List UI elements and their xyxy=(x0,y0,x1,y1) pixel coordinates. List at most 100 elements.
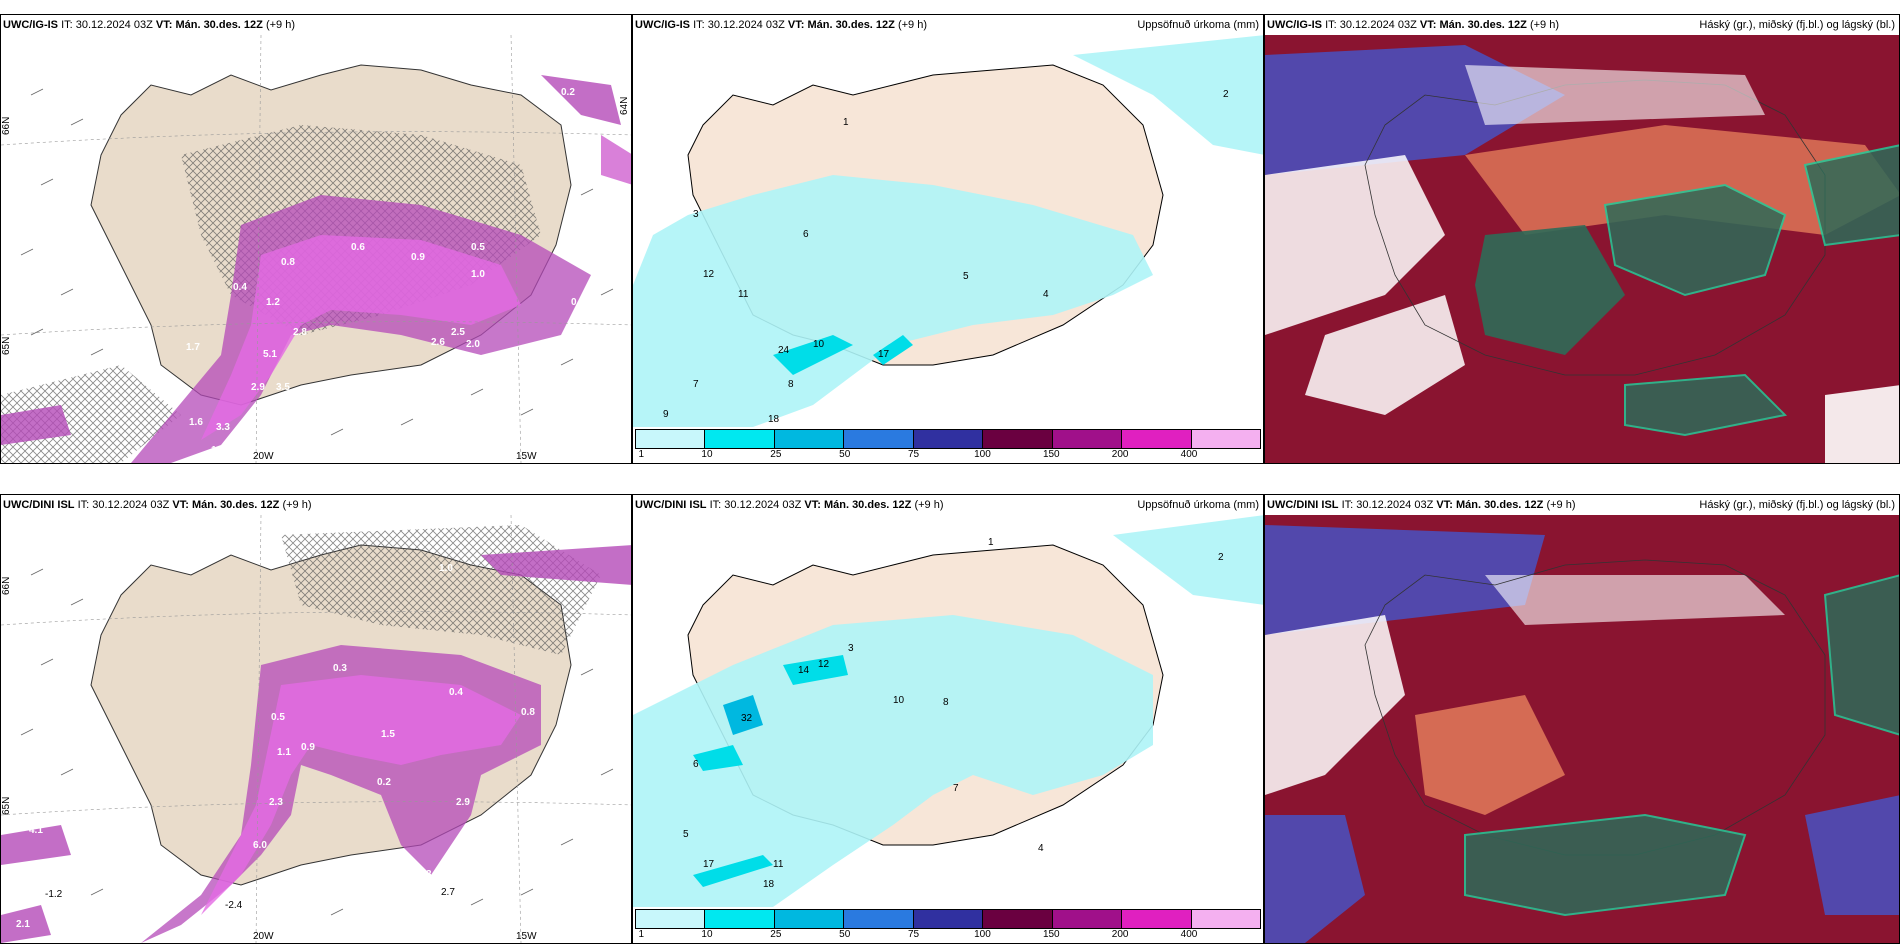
svg-text:1.0: 1.0 xyxy=(439,563,453,574)
panel-subtitle: Háský (gr.), miðský (fj.bl.) og lágský (… xyxy=(1699,19,1895,31)
legend-swatch xyxy=(705,910,775,928)
svg-text:0.9: 0.9 xyxy=(411,252,425,263)
svg-text:5.1: 5.1 xyxy=(263,349,277,360)
legend-label: 100 xyxy=(974,929,991,940)
legend-label: 400 xyxy=(1180,449,1198,460)
map-clouds xyxy=(1265,515,1899,943)
svg-text:0.8: 0.8 xyxy=(521,707,535,718)
legend-swatch xyxy=(913,430,984,448)
svg-text:2.0: 2.0 xyxy=(466,339,480,350)
svg-text:8: 8 xyxy=(788,379,794,390)
legend-label: 50 xyxy=(839,929,851,940)
legend-swatch xyxy=(1052,430,1123,448)
svg-text:5: 5 xyxy=(963,271,969,282)
grid-label-lon: 20W xyxy=(253,451,274,462)
legend-label: 200 xyxy=(1111,929,1129,940)
svg-text:10: 10 xyxy=(893,695,905,706)
svg-text:6: 6 xyxy=(803,229,809,240)
precip-legend: 1 10 25 50 75 100 150 200 400 xyxy=(633,427,1263,463)
svg-text:17: 17 xyxy=(878,349,890,360)
svg-text:-2.4: -2.4 xyxy=(225,900,243,911)
value-labels: 6.0 2.3 1.1 0.3 0.5 0.9 1.5 2.9 3.3 2.7 … xyxy=(16,563,535,930)
svg-text:18: 18 xyxy=(763,879,775,890)
svg-text:32: 32 xyxy=(741,713,753,724)
svg-text:24: 24 xyxy=(778,345,790,356)
svg-text:0.4: 0.4 xyxy=(233,282,247,293)
svg-text:1: 1 xyxy=(988,537,994,548)
panel-header: UWC/IG-IS IT: 30.12.2024 03Z VT: Mán. 30… xyxy=(1265,15,1899,35)
panel-header: UWC/IG-IS IT: 30.12.2024 03Z VT: Mán. 30… xyxy=(3,19,295,31)
svg-text:2.8: 2.8 xyxy=(293,327,307,338)
legend-swatch xyxy=(983,910,1053,928)
legend-swatch xyxy=(913,910,984,928)
legend-swatch xyxy=(774,910,845,928)
legend-label: 10 xyxy=(701,449,713,460)
value-labels: 32 18 17 14 12 11 10 8 7 6 5 4 3 2 1 xyxy=(683,537,1224,890)
svg-text:10: 10 xyxy=(813,339,825,350)
svg-text:4: 4 xyxy=(1038,843,1044,854)
legend-swatch xyxy=(1191,430,1260,448)
legend-label: 50 xyxy=(839,449,851,460)
svg-text:0.5: 0.5 xyxy=(471,242,485,253)
legend-label: 25 xyxy=(770,929,782,940)
svg-text:2.1: 2.1 xyxy=(16,919,30,930)
legend-label: 150 xyxy=(1042,929,1060,940)
svg-text:3: 3 xyxy=(693,209,699,220)
precip-area-light xyxy=(633,615,1153,907)
legend-label: 200 xyxy=(1111,449,1129,460)
panel-igis-accum-precip: UWC/IG-IS IT: 30.12.2024 03Z VT: Mán. 30… xyxy=(632,14,1264,464)
legend-swatch xyxy=(1052,910,1123,928)
precip-legend: 1 10 25 50 75 100 150 200 400 xyxy=(633,907,1263,943)
grid-label-lon: 15W xyxy=(516,451,537,462)
svg-text:17: 17 xyxy=(703,859,715,870)
panel-dini-clouds: UWC/DINI ISL IT: 30.12.2024 03Z VT: Mán.… xyxy=(1264,494,1900,944)
grid-label-lat: 66N xyxy=(1,117,12,135)
panel-header: UWC/DINI ISL IT: 30.12.2024 03Z VT: Mán.… xyxy=(1265,495,1899,515)
svg-text:1.1: 1.1 xyxy=(211,445,225,456)
svg-text:1.0: 1.0 xyxy=(471,269,485,280)
svg-text:3.5: 3.5 xyxy=(276,382,290,393)
precip-area-light xyxy=(633,175,1153,427)
grid-label-lon: 20W xyxy=(253,931,274,942)
legend-swatch xyxy=(844,910,914,928)
svg-text:0.2: 0.2 xyxy=(377,777,391,788)
svg-text:3.3: 3.3 xyxy=(426,869,440,880)
svg-text:2.7: 2.7 xyxy=(441,887,455,898)
svg-text:6.0: 6.0 xyxy=(253,840,267,851)
panel-igis-precip-type: UWC/IG-IS IT: 30.12.2024 03Z VT: Mán. 30… xyxy=(0,14,632,464)
svg-text:0.5: 0.5 xyxy=(271,712,285,723)
svg-text:7: 7 xyxy=(693,379,699,390)
svg-text:0.6: 0.6 xyxy=(351,242,365,253)
legend-label: 150 xyxy=(1042,449,1060,460)
value-labels: 24 17 18 12 11 10 9 8 7 6 5 4 3 2 1 xyxy=(663,89,1229,425)
legend-colorbar xyxy=(635,909,1261,929)
svg-text:1: 1 xyxy=(843,117,849,128)
legend-swatch xyxy=(1122,910,1192,928)
grid-label-lat: 64N xyxy=(619,97,630,115)
svg-text:2.6: 2.6 xyxy=(431,337,445,348)
svg-text:2.5: 2.5 xyxy=(451,327,465,338)
svg-text:7: 7 xyxy=(953,783,959,794)
legend-label: 25 xyxy=(770,449,782,460)
panel-dini-precip-type: UWC/DINI ISL IT: 30.12.2024 03Z VT: Mán.… xyxy=(0,494,632,944)
svg-text:11: 11 xyxy=(738,289,749,300)
panel-subtitle: Háský (gr.), miðský (fj.bl.) og lágský (… xyxy=(1699,499,1895,511)
legend-label: 100 xyxy=(974,449,991,460)
svg-text:2: 2 xyxy=(1223,89,1229,100)
grid-label-lat: 65N xyxy=(1,797,12,815)
svg-text:6: 6 xyxy=(693,759,699,770)
svg-text:0.3: 0.3 xyxy=(333,663,347,674)
map-accum-precip: 24 17 18 12 11 10 9 8 7 6 5 4 3 2 1 xyxy=(633,35,1263,427)
map-precip-type: 66N 65N 20W 15W 6.0 2.3 1.1 0.3 0.5 0.9 … xyxy=(1,515,631,943)
svg-text:3.3: 3.3 xyxy=(216,422,230,433)
svg-text:2.3: 2.3 xyxy=(269,797,283,808)
svg-text:9: 9 xyxy=(663,409,669,420)
legend-swatch xyxy=(844,430,914,448)
svg-text:0.3: 0.3 xyxy=(571,297,585,308)
svg-text:0.2: 0.2 xyxy=(561,87,575,98)
svg-text:0.8: 0.8 xyxy=(281,257,295,268)
panel-dini-accum-precip: UWC/DINI ISL IT: 30.12.2024 03Z VT: Mán.… xyxy=(632,494,1264,944)
legend-swatch xyxy=(636,910,706,928)
svg-text:1.7: 1.7 xyxy=(186,342,200,353)
svg-text:0.9: 0.9 xyxy=(301,742,315,753)
